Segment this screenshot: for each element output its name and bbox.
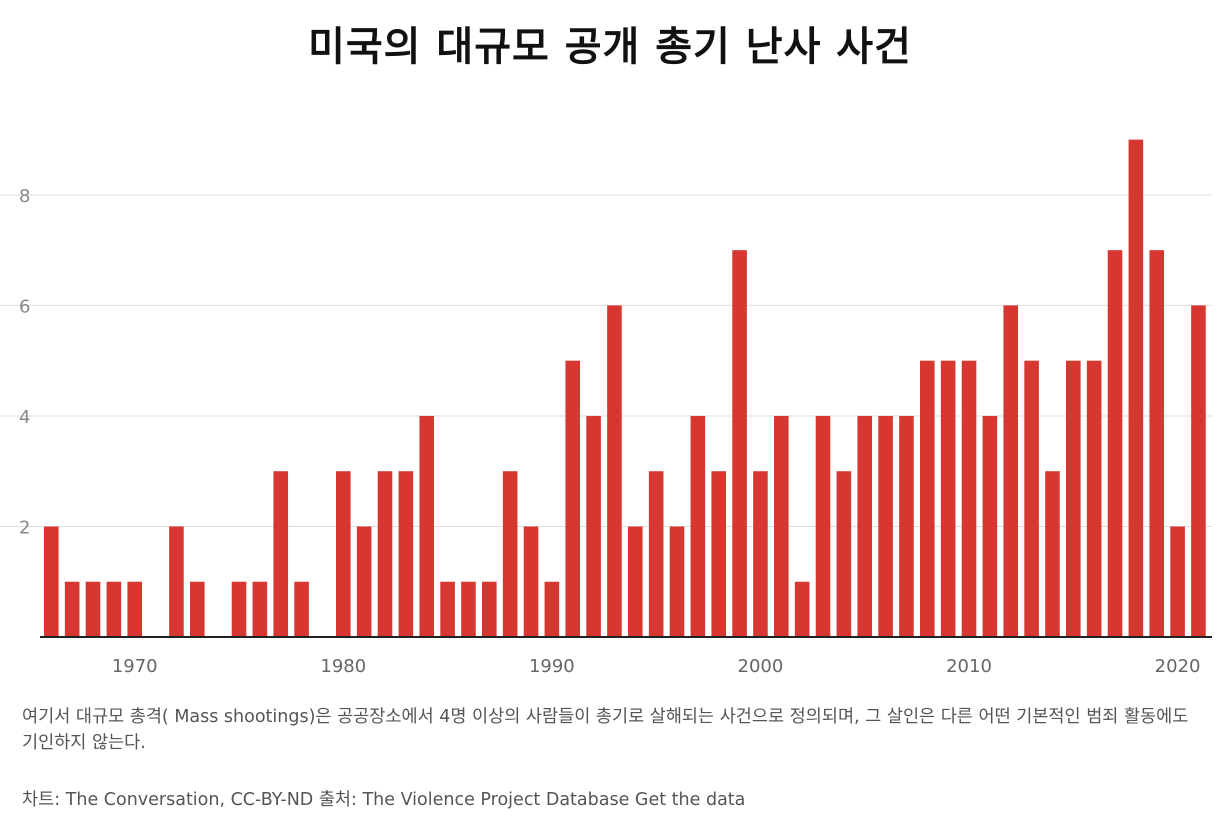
bar: [774, 415, 789, 637]
bar: [961, 360, 977, 637]
bar: [1170, 526, 1185, 637]
bar: [336, 471, 351, 637]
bar: [1107, 250, 1123, 637]
bar: [607, 305, 622, 637]
bar: [461, 581, 476, 637]
bar: [252, 581, 268, 637]
x-tick-label: 1980: [320, 656, 366, 677]
bar: [440, 581, 455, 637]
bar: [106, 581, 122, 637]
bar-chart: 2 4 6 8 1970 1980 1990 2000 2010 2020: [0, 139, 1212, 677]
x-axis-labels: 1970 1980 1990 2000 2010 2020: [112, 656, 1201, 677]
y-tick-label: 6: [19, 296, 30, 317]
bar: [1045, 471, 1060, 637]
bar: [1066, 360, 1081, 637]
y-tick-label: 4: [19, 407, 30, 428]
bar: [231, 581, 247, 637]
bar: [1191, 305, 1206, 637]
bar: [502, 471, 518, 637]
chart-description: 여기서 대규모 총격( Mass shootings)은 공공장소에서 4명 이…: [22, 707, 1189, 753]
bar: [377, 471, 393, 637]
bar: [669, 526, 685, 637]
bar: [982, 415, 998, 637]
bar: [732, 250, 747, 637]
bar: [1086, 360, 1102, 637]
bar: [794, 581, 810, 637]
bar: [1024, 360, 1039, 637]
bar: [482, 581, 497, 637]
x-tick-label: 2010: [946, 656, 992, 677]
bar: [169, 526, 184, 637]
bar: [64, 581, 80, 637]
y-axis-labels: 2 4 6 8: [19, 186, 30, 539]
x-tick-label: 1990: [529, 656, 575, 677]
bar: [690, 415, 706, 637]
x-tick-label: 2020: [1155, 656, 1201, 677]
bar: [815, 415, 831, 637]
bar: [565, 360, 581, 637]
bar: [190, 581, 205, 637]
x-tick-label: 2000: [738, 656, 784, 677]
bar: [1003, 305, 1019, 637]
bar: [920, 360, 935, 637]
bar: [836, 471, 852, 637]
bar: [356, 526, 372, 637]
x-tick-label: 1970: [112, 656, 158, 677]
bar: [940, 360, 956, 637]
bar: [1149, 250, 1165, 637]
bar: [857, 415, 873, 637]
chart-source: 차트: The Conversation, CC-BY-ND 출처: The V…: [22, 790, 746, 810]
chart-title: 미국의 대규모 공개 총기 난사 사건: [308, 24, 912, 70]
bar: [544, 581, 560, 637]
bar: [398, 471, 414, 637]
bar: [273, 471, 289, 637]
y-tick-label: 8: [19, 186, 30, 207]
bar: [127, 581, 143, 637]
bars: [44, 139, 1206, 637]
y-tick-label: 2: [19, 517, 30, 538]
bar: [648, 471, 664, 637]
bar: [44, 526, 59, 637]
bar: [899, 415, 914, 637]
bar: [586, 415, 601, 637]
bar: [711, 471, 727, 637]
bar: [1128, 139, 1144, 637]
bar: [628, 526, 643, 637]
bar: [878, 415, 893, 637]
bar: [419, 415, 435, 637]
bar: [523, 526, 539, 637]
bar: [294, 581, 309, 637]
bar: [753, 471, 768, 637]
bar: [85, 581, 101, 637]
